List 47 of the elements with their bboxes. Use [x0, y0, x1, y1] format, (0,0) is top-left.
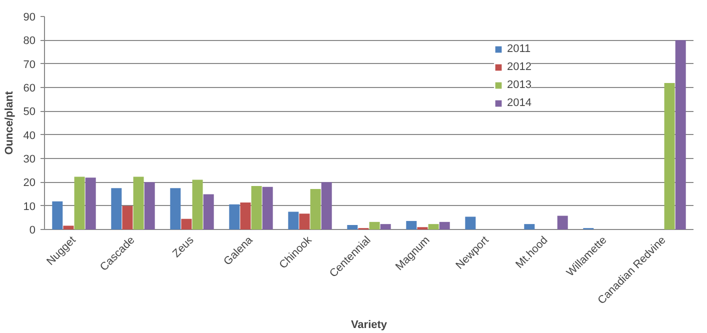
bar — [380, 224, 391, 230]
bar — [52, 201, 63, 230]
bar — [170, 188, 181, 230]
bar — [262, 186, 273, 230]
bar — [664, 83, 675, 230]
y-axis-title: Ounce/plant — [3, 90, 16, 155]
y-tick-label: 90 — [23, 12, 36, 24]
bar — [251, 186, 262, 230]
bar — [465, 216, 476, 230]
y-tick-label: 70 — [23, 58, 36, 71]
bar — [63, 226, 74, 230]
bar — [321, 182, 332, 230]
y-tick-label: 80 — [23, 35, 36, 48]
y-tick-label: 30 — [23, 154, 36, 166]
bar — [406, 220, 417, 230]
bar — [369, 222, 380, 230]
bar — [299, 214, 310, 230]
bar — [428, 224, 439, 230]
bar — [439, 222, 450, 230]
bar — [310, 189, 321, 230]
bar — [675, 40, 686, 230]
bar — [122, 206, 133, 230]
bar — [74, 176, 85, 230]
bar — [203, 194, 214, 230]
bar — [524, 224, 535, 230]
y-tick-label: 60 — [23, 82, 36, 94]
y-tick-label: 20 — [23, 177, 36, 190]
bar — [133, 176, 144, 230]
y-tick-label: 40 — [23, 130, 36, 142]
legend-label: 2014 — [507, 97, 532, 109]
x-axis-title: Variety — [350, 318, 388, 331]
bar — [557, 216, 568, 230]
legend-label: 2012 — [507, 61, 532, 73]
bar — [181, 218, 192, 230]
bar — [144, 182, 155, 230]
bar — [85, 178, 96, 230]
bar — [288, 212, 299, 230]
bar — [347, 225, 358, 230]
bar — [192, 180, 203, 230]
y-tick-label: 10 — [23, 200, 36, 213]
bar — [240, 202, 251, 230]
bar — [111, 188, 122, 230]
legend-label: 2013 — [507, 79, 532, 91]
bar — [229, 204, 240, 230]
y-tick-label: 50 — [23, 106, 36, 118]
legend-label: 2011 — [507, 43, 531, 55]
y-tick-label: 0 — [29, 224, 36, 236]
